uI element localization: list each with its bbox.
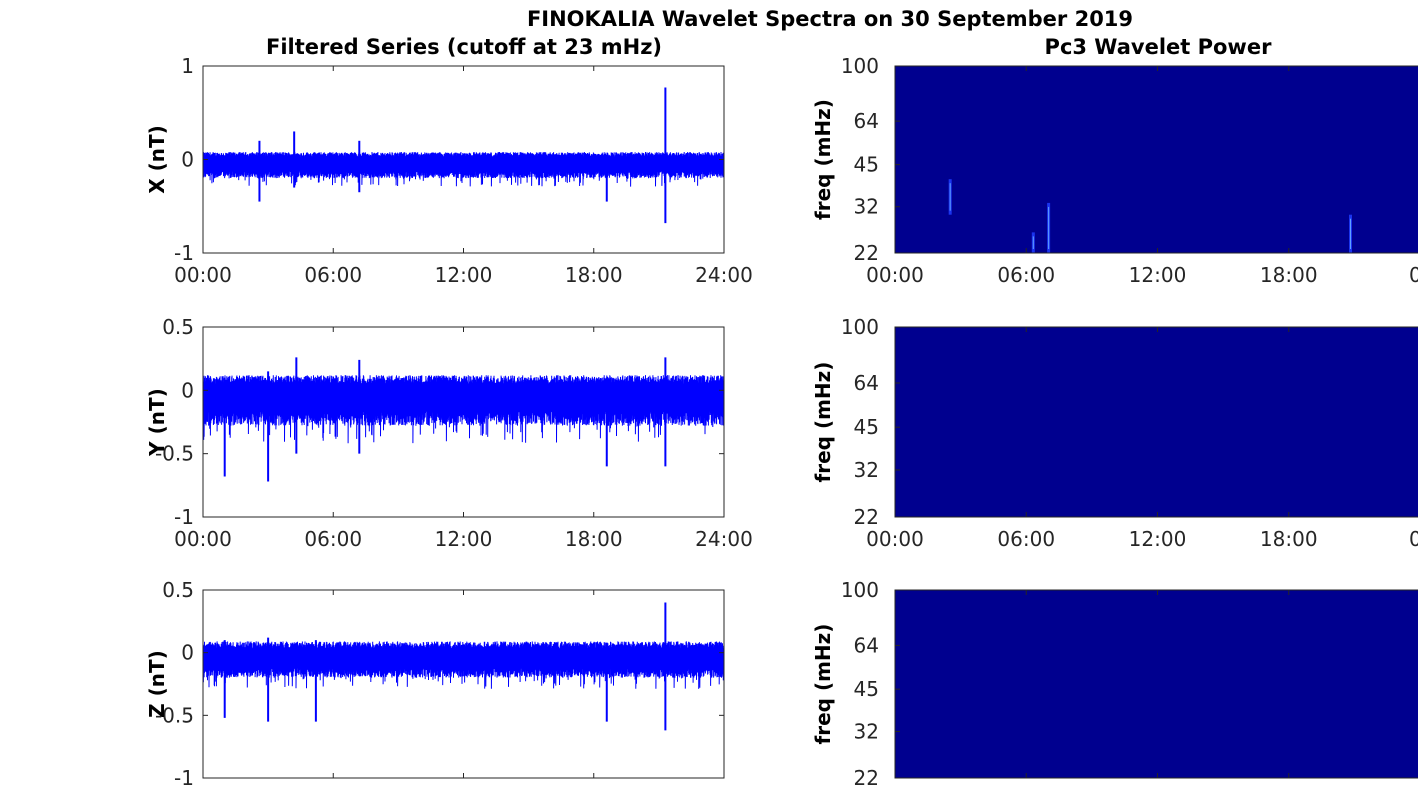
x-tick-label: 24:00 (695, 527, 753, 551)
figure-title: FINOKALIA Wavelet Spectra on 30 Septembe… (527, 7, 1133, 31)
x-tick-label: 00:00 (174, 527, 232, 551)
x-tick-label: 12:00 (1129, 527, 1187, 551)
y-tick-label: 0.5 (162, 315, 194, 339)
x-tick-label: 12:00 (435, 527, 493, 551)
y-axis-label: Z (nT) (145, 650, 169, 718)
y-tick-label: -1 (174, 766, 194, 788)
x-tick-label: 06:00 (997, 263, 1055, 287)
y-tick-label: -1 (174, 505, 194, 529)
x-tick-label: 12:00 (435, 263, 493, 287)
panels: 10-100:00 06:00 12:00 18:00 24:00X (nT)0.50-… (145, 54, 1418, 788)
y-tick-label: 100 (841, 54, 879, 78)
y-tick-label: 100 (841, 315, 879, 339)
plot-area (203, 590, 724, 778)
y-axis-label: Y (nT) (145, 388, 169, 457)
y-tick-label: -1 (174, 241, 194, 265)
power-feature-core (1048, 206, 1050, 249)
y-tick-label: 0 (181, 641, 194, 665)
y-axis-label: freq (mHz) (811, 99, 835, 220)
y-tick-label: 32 (854, 195, 879, 219)
y-tick-label: 22 (854, 766, 879, 788)
x-tick-label: 00:00 (174, 263, 232, 287)
spectrogram-area (895, 590, 1418, 778)
y-tick-label: -0.5 (155, 703, 194, 727)
x-tick-label: 06:00 (304, 527, 362, 551)
trace-line (202, 151, 725, 187)
power-feature-core (949, 183, 951, 211)
y-tick-label: 100 (841, 578, 879, 602)
power-feature-core (1032, 236, 1034, 249)
series-panel-z: 0.5 0 -0.5 -1 Z (nT) (145, 578, 725, 788)
x-tick-label: 18:00 (1260, 263, 1318, 287)
x-tick-label: 18:00 (565, 527, 623, 551)
x-tick-label: 00 (1409, 263, 1418, 287)
y-tick-label: 0 (181, 148, 194, 172)
y-tick-label: 0.5 (162, 578, 194, 602)
x-tick-label: 00 (1409, 527, 1418, 551)
trace-line (202, 375, 725, 444)
y-axis-label: freq (mHz) (811, 624, 835, 745)
y-tick-label: 22 (854, 505, 879, 529)
y-tick-label: 45 (854, 415, 879, 439)
series-panel-y: 0.5 0 -0.5 -100:00 06:00 12:00 18:00 24:00 Y (nT… (145, 315, 753, 551)
axes-box (894, 326, 1418, 518)
x-tick-label: 06:00 (304, 263, 362, 287)
y-tick-label: 45 (854, 677, 879, 701)
x-tick-label: 06:00 (997, 527, 1055, 551)
y-tick-label: 64 (854, 109, 879, 133)
y-tick-label: 22 (854, 241, 879, 265)
y-axis-label: freq (mHz) (811, 362, 835, 483)
left-column-title: Filtered Series (cutoff at 23 mHz) (266, 35, 662, 59)
x-tick-label: 18:00 (565, 263, 623, 287)
x-tick-label: 00:00 (866, 263, 924, 287)
trace-line (202, 641, 725, 689)
y-tick-label: 32 (854, 719, 879, 743)
x-tick-label: 18:00 (1260, 527, 1318, 551)
y-tick-label: 45 (854, 153, 879, 177)
x-tick-label: 24:00 (695, 263, 753, 287)
axes-box (894, 65, 1418, 254)
spectrum-panel-z: 100 64 45 32 22 freq (mHz) (811, 578, 1418, 788)
spectrogram-area (895, 327, 1418, 517)
series-panel-x: 1 0 -100:00 06:00 12:00 18:00 24:00 X (nT) (145, 54, 753, 287)
y-tick-label: 1 (181, 54, 194, 78)
y-tick-label: 0 (181, 378, 194, 402)
y-tick-label: 64 (854, 371, 879, 395)
spectrogram-area (895, 66, 1418, 253)
y-tick-label: 32 (854, 458, 879, 482)
y-axis-label: X (nT) (145, 125, 169, 194)
right-column-title: Pc3 Wavelet Power (1045, 35, 1273, 59)
power-feature-core (1350, 218, 1351, 249)
y-tick-label: -0.5 (155, 442, 194, 466)
x-tick-label: 12:00 (1129, 263, 1187, 287)
x-tick-label: 00:00 (866, 527, 924, 551)
y-tick-label: 64 (854, 633, 879, 657)
axes-box (894, 589, 1418, 779)
